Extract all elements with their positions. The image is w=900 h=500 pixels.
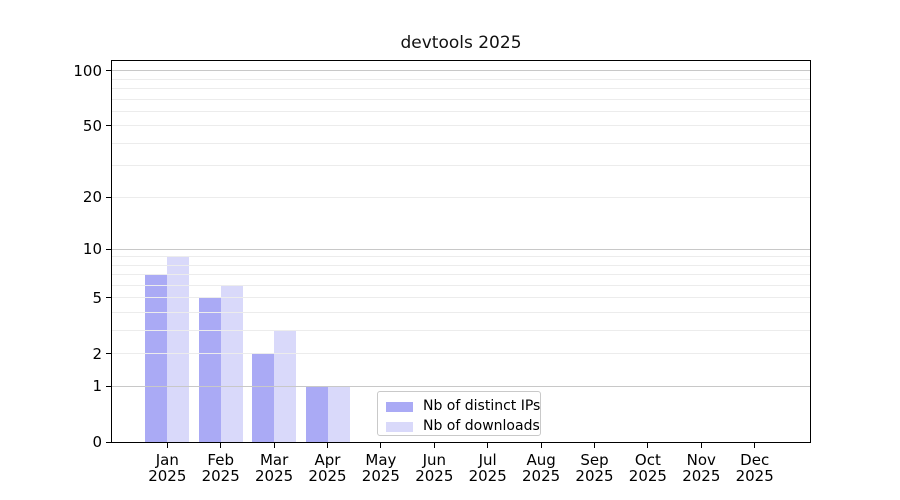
y-axis-tick — [106, 385, 111, 387]
x-axis-tick-label-sep: Sep 2025 — [575, 451, 614, 485]
x-axis-tick — [166, 443, 168, 448]
y-axis-tick — [106, 125, 111, 127]
gridline-minor — [112, 274, 810, 276]
bar-distinct-ips-jan — [145, 274, 168, 442]
x-axis-tick-label-apr: Apr 2025 — [308, 451, 347, 485]
gridline-minor — [112, 98, 810, 100]
gridline-major — [112, 70, 810, 72]
x-axis-tick — [380, 443, 382, 448]
y-axis-tick — [106, 353, 111, 355]
bar-downloads-jan — [167, 256, 190, 442]
legend: Nb of distinct IPs Nb of downloads — [377, 391, 541, 436]
legend-label-downloads: Nb of downloads — [423, 418, 540, 434]
gridline-minor — [112, 196, 810, 198]
y-axis-tick-label: 50 — [82, 116, 102, 135]
x-axis-tick-label-nov: Nov 2025 — [682, 451, 721, 485]
gridline-minor — [112, 329, 810, 331]
chart-title: devtools 2025 — [400, 33, 522, 53]
x-axis-tick-label-oct: Oct 2025 — [628, 451, 667, 485]
legend-swatch-downloads — [386, 421, 413, 432]
gridline-minor — [112, 284, 810, 286]
y-axis-tick-label: 5 — [92, 288, 102, 307]
x-axis-tick-label-dec: Dec 2025 — [735, 451, 774, 485]
gridline-minor — [112, 256, 810, 258]
x-axis-tick-label-jun: Jun 2025 — [415, 451, 454, 485]
bar-downloads-apr — [327, 386, 350, 442]
x-axis-tick-label-aug: Aug 2025 — [522, 451, 561, 485]
legend-item-downloads: Nb of downloads — [386, 418, 540, 435]
y-axis-tick — [106, 70, 111, 72]
gridline-minor — [112, 353, 810, 355]
x-axis-tick — [487, 443, 489, 448]
x-axis-tick — [754, 443, 756, 448]
gridline-minor — [112, 110, 810, 112]
x-axis-tick-label-mar: Mar 2025 — [255, 451, 294, 485]
x-axis-tick-label-feb: Feb 2025 — [201, 451, 240, 485]
x-axis-tick-label-jan: Jan 2025 — [148, 451, 187, 485]
y-axis-tick-label: 100 — [73, 61, 102, 80]
gridline-minor — [112, 78, 810, 80]
bar-distinct-ips-feb — [198, 297, 221, 442]
y-axis-tick — [106, 297, 111, 299]
gridline-minor — [112, 87, 810, 89]
gridline-major — [112, 385, 810, 387]
x-axis-tick — [273, 443, 275, 448]
gridline-minor — [112, 264, 810, 266]
x-axis-tick — [327, 443, 328, 448]
x-axis-tick-label-may: May 2025 — [361, 451, 400, 485]
y-axis-tick — [106, 441, 111, 443]
legend-label-distinct-ips: Nb of distinct IPs — [423, 398, 541, 414]
gridline-minor — [112, 125, 810, 127]
x-axis-tick — [540, 443, 542, 448]
gridline-minor — [112, 142, 810, 144]
y-axis-tick-label: 20 — [82, 188, 102, 207]
bar-downloads-feb — [220, 285, 243, 442]
y-axis-tick-label: 1 — [92, 377, 102, 396]
legend-swatch-distinct-ips — [386, 401, 413, 412]
y-axis-tick — [106, 196, 111, 198]
gridline-minor — [112, 312, 810, 314]
x-axis-tick — [594, 443, 595, 448]
gridline-minor — [112, 165, 810, 167]
x-axis-tick — [700, 443, 702, 448]
gridline-major — [112, 248, 810, 250]
gridline-minor — [112, 297, 810, 299]
y-axis-tick-label: 10 — [82, 240, 102, 259]
bar-distinct-ips-apr — [305, 386, 328, 442]
x-axis-tick — [647, 443, 649, 448]
y-axis-tick-label: 2 — [92, 344, 102, 363]
y-axis-tick-label: 0 — [92, 433, 102, 451]
x-axis-tick — [220, 443, 222, 448]
x-axis-tick — [433, 443, 435, 448]
y-axis-tick — [106, 248, 111, 250]
legend-item-distinct-ips: Nb of distinct IPs — [386, 398, 540, 415]
x-axis-tick-label-jul: Jul 2025 — [468, 451, 507, 485]
bar-distinct-ips-mar — [252, 353, 275, 442]
